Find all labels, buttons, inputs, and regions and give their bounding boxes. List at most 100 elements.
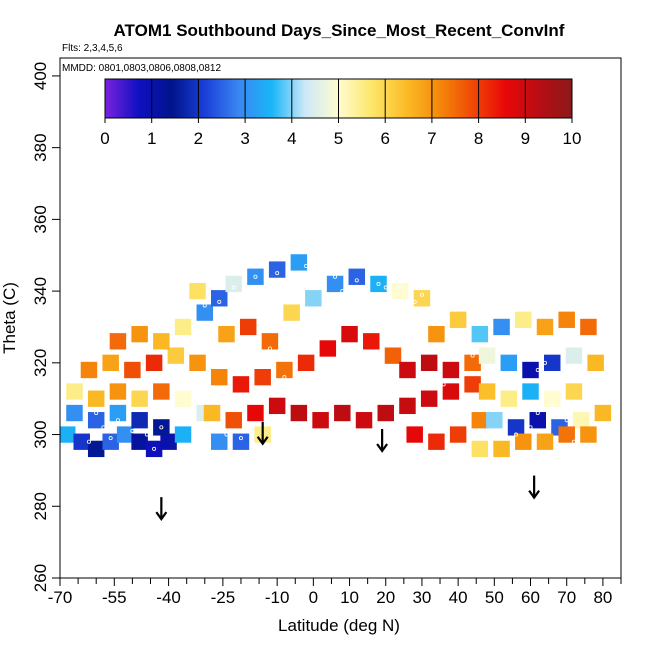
- observation-point: [275, 271, 280, 276]
- heatmap-cell: [500, 354, 518, 371]
- heatmap-cell: [290, 254, 308, 271]
- heatmap-layer: [60, 254, 612, 458]
- observation-point: [362, 285, 367, 290]
- y-tick-label: 260: [31, 564, 50, 592]
- observation-point: [521, 403, 526, 408]
- observation-point: [94, 411, 99, 416]
- observation-point: [456, 346, 461, 351]
- heatmap-cell: [87, 412, 105, 429]
- observation-point: [86, 439, 91, 444]
- colorbar-tick-label: 6: [380, 129, 389, 148]
- heatmap-cell: [66, 383, 83, 400]
- down-arrow-icon: [528, 475, 541, 500]
- heatmap-cell: [464, 376, 481, 393]
- heatmap-cell: [196, 304, 214, 321]
- colorbar-tick-label: 10: [563, 129, 582, 148]
- heatmap-cell: [399, 361, 416, 379]
- heatmap-cell: [297, 354, 315, 371]
- heatmap-cell: [66, 404, 83, 422]
- observation-point: [419, 292, 424, 297]
- heatmap-cell: [543, 390, 561, 407]
- observation-point: [354, 278, 359, 283]
- heatmap-cell: [399, 397, 416, 415]
- colorbar-tick-label: 1: [147, 129, 156, 148]
- y-tick-label: 340: [31, 277, 50, 305]
- heatmap-cell: [442, 383, 460, 400]
- heatmap-cell: [471, 412, 489, 429]
- heatmap-cell: [247, 268, 264, 285]
- x-tick-label: 40: [449, 588, 468, 607]
- heatmap-cell: [145, 354, 163, 371]
- heatmap-cell: [587, 354, 604, 371]
- heatmap-cell: [247, 404, 264, 422]
- observation-point: [144, 432, 149, 437]
- x-axis: -70 -55 -40 -25 -10 0 10 20 30 40 50 60 70 80: [48, 578, 622, 607]
- heatmap-cell: [478, 383, 496, 400]
- observation-point: [521, 328, 526, 333]
- heatmap-cell: [319, 340, 337, 357]
- colorbar-tick-label: 0: [100, 129, 109, 148]
- heatmap-cell: [536, 433, 554, 450]
- observation-point: [325, 328, 330, 333]
- colorbar: 0 1 2 3 4 5 6 7 8 9 10: [100, 78, 582, 148]
- x-tick-label: 0: [309, 588, 318, 607]
- heatmap-cell: [420, 390, 438, 407]
- heatmap-cell: [348, 268, 366, 285]
- heatmap-cell: [218, 325, 235, 343]
- heatmap-cell: [211, 290, 228, 307]
- observation-point: [514, 432, 519, 437]
- x-tick-label: 80: [593, 588, 612, 607]
- heatmap-cell: [522, 383, 539, 400]
- observation-point: [441, 382, 446, 387]
- observation-point: [398, 285, 403, 290]
- heatmap-cell: [145, 440, 163, 458]
- heatmap-cell: [232, 433, 250, 450]
- heatmap-cell: [486, 412, 503, 429]
- observation-point: [492, 339, 497, 344]
- observation-point: [101, 425, 106, 430]
- x-tick-label: 70: [557, 588, 576, 607]
- heatmap-cell: [406, 426, 423, 443]
- observation-point: [217, 299, 222, 304]
- heatmap-cell: [261, 333, 279, 350]
- observation-point: [419, 375, 424, 380]
- observation-point: [535, 411, 540, 416]
- heatmap-cell: [341, 325, 358, 343]
- arrow-markers: [155, 421, 541, 521]
- colorbar-tick-label: 9: [521, 129, 530, 148]
- heatmap-cell: [102, 433, 119, 450]
- x-tick-label: -55: [102, 588, 127, 607]
- heatmap-cell: [493, 440, 510, 458]
- observation-point: [550, 403, 555, 408]
- observation-points: [79, 263, 576, 451]
- observation-point: [108, 436, 113, 441]
- observation-point: [542, 360, 547, 365]
- observation-point: [166, 414, 171, 419]
- heatmap-cell: [87, 440, 105, 458]
- heatmap-cell: [153, 333, 170, 350]
- observation-point: [550, 382, 555, 387]
- y-axis-label: Theta (C): [0, 282, 19, 354]
- heatmap-cell: [189, 282, 206, 300]
- heatmap-cell: [515, 311, 532, 328]
- heatmap-cell: [500, 390, 518, 407]
- x-tick-label: -10: [265, 588, 290, 607]
- heatmap-cell: [312, 412, 329, 429]
- observation-point: [535, 367, 540, 372]
- heatmap-cell: [478, 347, 496, 364]
- x-tick-label: 60: [521, 588, 540, 607]
- heatmap-cell: [73, 433, 90, 450]
- observation-point: [564, 418, 569, 423]
- heatmap-cell: [109, 404, 127, 422]
- heatmap-cell: [594, 404, 612, 422]
- heatmap-cell: [442, 361, 460, 379]
- observation-point: [296, 339, 301, 344]
- heatmap-cell: [305, 290, 322, 307]
- heatmap-cell: [572, 412, 590, 429]
- heatmap-cell: [124, 361, 141, 379]
- heatmap-cell: [565, 347, 583, 364]
- heatmap-cell: [225, 275, 242, 293]
- heatmap-cell: [203, 404, 221, 422]
- colorbar-tick-label: 4: [287, 129, 296, 148]
